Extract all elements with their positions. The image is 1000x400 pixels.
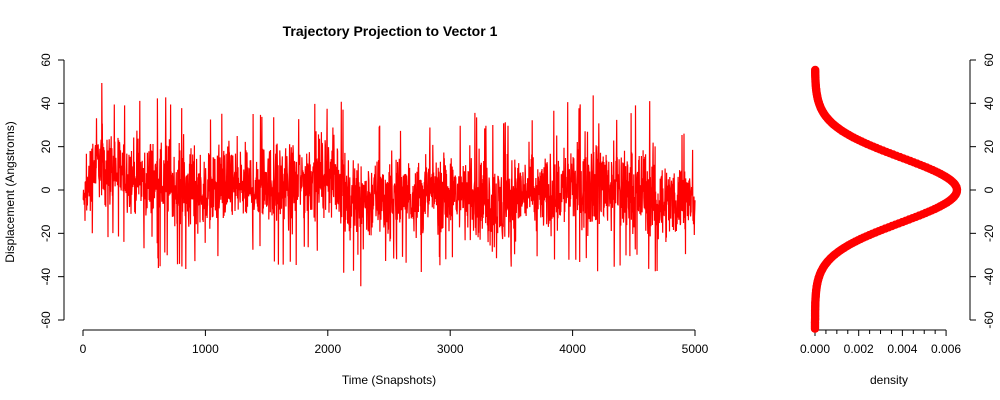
right-y-axis: -60 -40 -20 0 20 40 60 — [969, 53, 996, 329]
x-tick-label: 5000 — [682, 342, 709, 356]
y-tick-label: 20 — [39, 140, 53, 154]
right-y-tick-label: 40 — [982, 96, 996, 110]
trajectory-chart: Trajectory Projection to Vector 1 -60 -40… — [3, 23, 709, 387]
y-tick-label: 40 — [39, 96, 53, 110]
x-tick-label: 1000 — [192, 342, 219, 356]
y-axis: -60 -40 -20 0 20 40 60 — [39, 53, 65, 329]
x-axis-label: Time (Snapshots) — [342, 373, 436, 387]
y-tick-label: -20 — [39, 224, 53, 242]
displacement-series — [82, 82, 696, 287]
density-x-tick-label: 0.006 — [931, 342, 961, 356]
right-y-tick-label: 60 — [982, 53, 996, 67]
y-tick-label: -40 — [39, 268, 53, 286]
right-y-tick-label: -40 — [982, 268, 996, 286]
x-tick-label: 2000 — [314, 342, 341, 356]
density-x-tick-label: 0.004 — [887, 342, 917, 356]
x-tick-label: 0 — [80, 342, 87, 356]
density-curve — [810, 65, 962, 333]
x-tick-label: 3000 — [437, 342, 464, 356]
density-x-tick-label: 0.002 — [844, 342, 874, 356]
right-y-tick-label: -60 — [982, 311, 996, 329]
x-axis: 0 1000 2000 3000 4000 5000 — [80, 329, 709, 356]
density-point — [811, 65, 820, 75]
right-y-tick-label: 0 — [982, 186, 996, 193]
density-x-axis-label: density — [870, 373, 908, 387]
displacement-trace — [82, 82, 696, 287]
y-tick-label: 60 — [39, 53, 53, 67]
y-axis-label: Displacement (Angstroms) — [3, 121, 17, 262]
x-tick-label: 4000 — [559, 342, 586, 356]
y-tick-label: 0 — [39, 186, 53, 193]
density-x-axis: 0.000 0.002 0.004 0.006 — [800, 329, 961, 356]
density-chart: -60 -40 -20 0 20 40 60 0.000 0.002 0.004 0.006 de… — [800, 53, 996, 387]
right-y-tick-label: 20 — [982, 140, 996, 154]
density-x-tick-label: 0.000 — [800, 342, 830, 356]
chart-title: Trajectory Projection to Vector 1 — [283, 23, 498, 39]
y-tick-label: -60 — [39, 311, 53, 329]
right-y-tick-label: -20 — [982, 224, 996, 242]
